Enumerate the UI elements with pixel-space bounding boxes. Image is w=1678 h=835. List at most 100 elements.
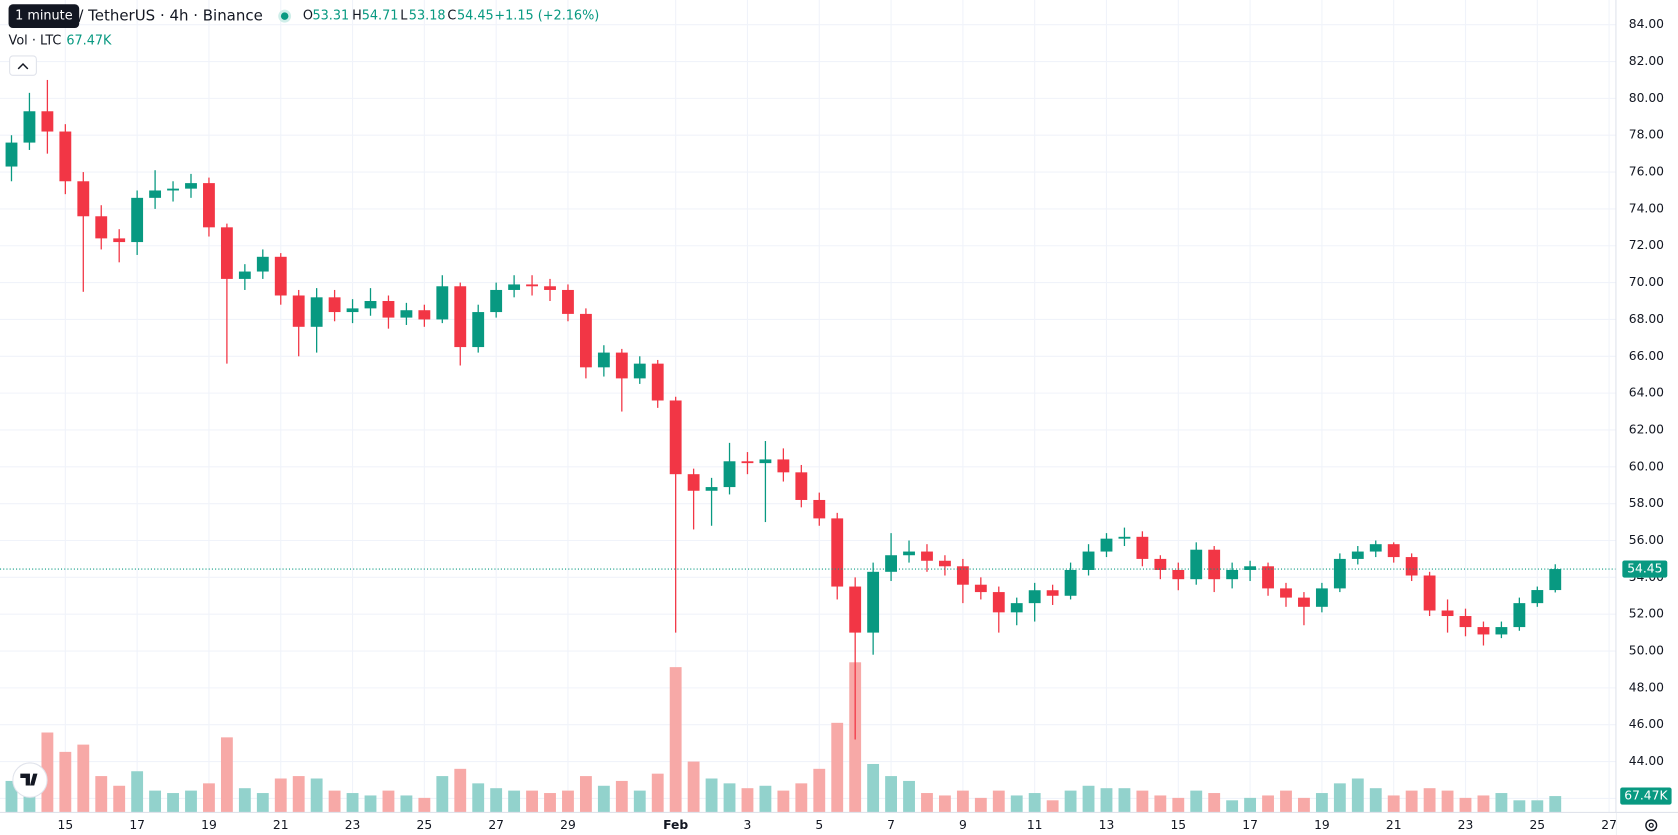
y-tick-label: 72.00 [1629, 238, 1664, 252]
x-tick-label: 11 [1027, 818, 1043, 832]
last-volume-label: 67.47K [1624, 789, 1668, 803]
volume-bar [1423, 788, 1436, 813]
candle-body [1010, 603, 1023, 613]
candle-body [1351, 551, 1364, 559]
y-tick-label: 80.00 [1629, 91, 1664, 105]
volume-bar [400, 795, 413, 813]
volume-bar [418, 797, 431, 813]
volume-bar [1190, 790, 1203, 813]
candle-body [1064, 569, 1077, 596]
volume-bar [1100, 788, 1113, 813]
candle-body [1244, 566, 1257, 570]
y-tick-label: 60.00 [1629, 459, 1664, 473]
candle-body [1280, 588, 1292, 598]
x-tick-label: 29 [560, 818, 576, 832]
volume-bar [77, 744, 90, 813]
candle-body [795, 472, 808, 500]
candle-body [885, 555, 898, 572]
candle-body [615, 352, 628, 379]
candle-body [741, 461, 754, 464]
collapse-icon [17, 62, 29, 70]
candle-body [310, 297, 323, 327]
volume-bar [795, 783, 808, 813]
candle-body [1082, 551, 1095, 570]
candle-body [1100, 538, 1113, 552]
x-tick-label: 27 [1601, 818, 1617, 832]
candle-body [1190, 549, 1203, 580]
price-pane [5, 79, 1562, 740]
candle-body [867, 571, 880, 633]
candle-body [454, 286, 467, 348]
ohlc-value: 54.71 [362, 9, 399, 24]
candle-body [1046, 590, 1059, 596]
volume-name: Vol · LTC [9, 33, 62, 48]
y-tick-label: 68.00 [1629, 312, 1664, 326]
candle-body [23, 111, 36, 143]
volume-bar [364, 795, 377, 813]
candle-body [669, 400, 682, 475]
volume-bar [5, 780, 18, 813]
volume-bar [1118, 788, 1131, 813]
collapse-button[interactable] [9, 55, 37, 76]
volume-bar [562, 790, 574, 813]
volume-bar [185, 790, 197, 813]
candle-body [633, 363, 646, 379]
volume-bar [1046, 800, 1059, 813]
volume-bar [149, 790, 162, 813]
candle-body [939, 560, 951, 567]
change: +1.15 (+2.16%) [494, 9, 599, 24]
y-tick-label: 74.00 [1629, 201, 1664, 215]
candle-body [490, 289, 503, 313]
y-tick-label: 52.00 [1629, 607, 1664, 621]
volume-bar [921, 793, 933, 813]
volume-bar [885, 776, 898, 813]
volume-bar [1405, 790, 1418, 813]
volume-bar [203, 783, 215, 813]
x-tick-label: 23 [1458, 818, 1474, 832]
candle-body [472, 312, 485, 348]
logo-mark [20, 773, 38, 786]
volume-bar [1531, 800, 1544, 813]
candle-body [1387, 544, 1400, 558]
tooltip-text: 1 minute [15, 9, 73, 24]
x-tick-label: 17 [1242, 818, 1258, 832]
price-axis [1615, 0, 1678, 835]
volume-bar [651, 773, 664, 813]
candle-body [1136, 536, 1149, 559]
candle-body [167, 188, 179, 191]
candle-body [1531, 590, 1544, 604]
candle-body [921, 551, 933, 561]
candle-body [1441, 610, 1454, 617]
candle-body [1262, 566, 1274, 589]
last-volume-badge [1620, 787, 1672, 805]
ohlc-value: 54.45 [457, 9, 494, 24]
candle-body [974, 584, 987, 593]
settings-button[interactable] [1645, 819, 1658, 832]
volume-bar [1280, 790, 1292, 813]
candle-body [1549, 569, 1562, 591]
candle-body [274, 256, 287, 296]
x-tick-label: 15 [1170, 818, 1186, 832]
candle-body [400, 310, 413, 318]
volume-bar [1226, 800, 1239, 813]
volume-bar [131, 771, 144, 813]
candle-body [203, 183, 215, 228]
volume-bar [1549, 796, 1562, 813]
volume-bar [1244, 797, 1257, 813]
y-tick-label: 48.00 [1629, 680, 1664, 694]
volume-bar [238, 788, 251, 813]
volume-bar [831, 722, 844, 813]
volume-bar [777, 790, 790, 813]
x-tick-label: 3 [744, 818, 752, 832]
candle-body [813, 499, 826, 519]
volume-bar [992, 790, 1005, 813]
x-tick-label: 9 [959, 818, 967, 832]
candle-body [1315, 588, 1328, 607]
volume-bar [1136, 790, 1149, 813]
last-price-badge [1622, 560, 1668, 578]
x-tick-label: Feb [663, 818, 688, 832]
y-tick-label: 76.00 [1629, 165, 1664, 179]
volume-bar [705, 778, 718, 813]
volume-bar [1333, 783, 1346, 813]
candle-body [328, 297, 341, 313]
